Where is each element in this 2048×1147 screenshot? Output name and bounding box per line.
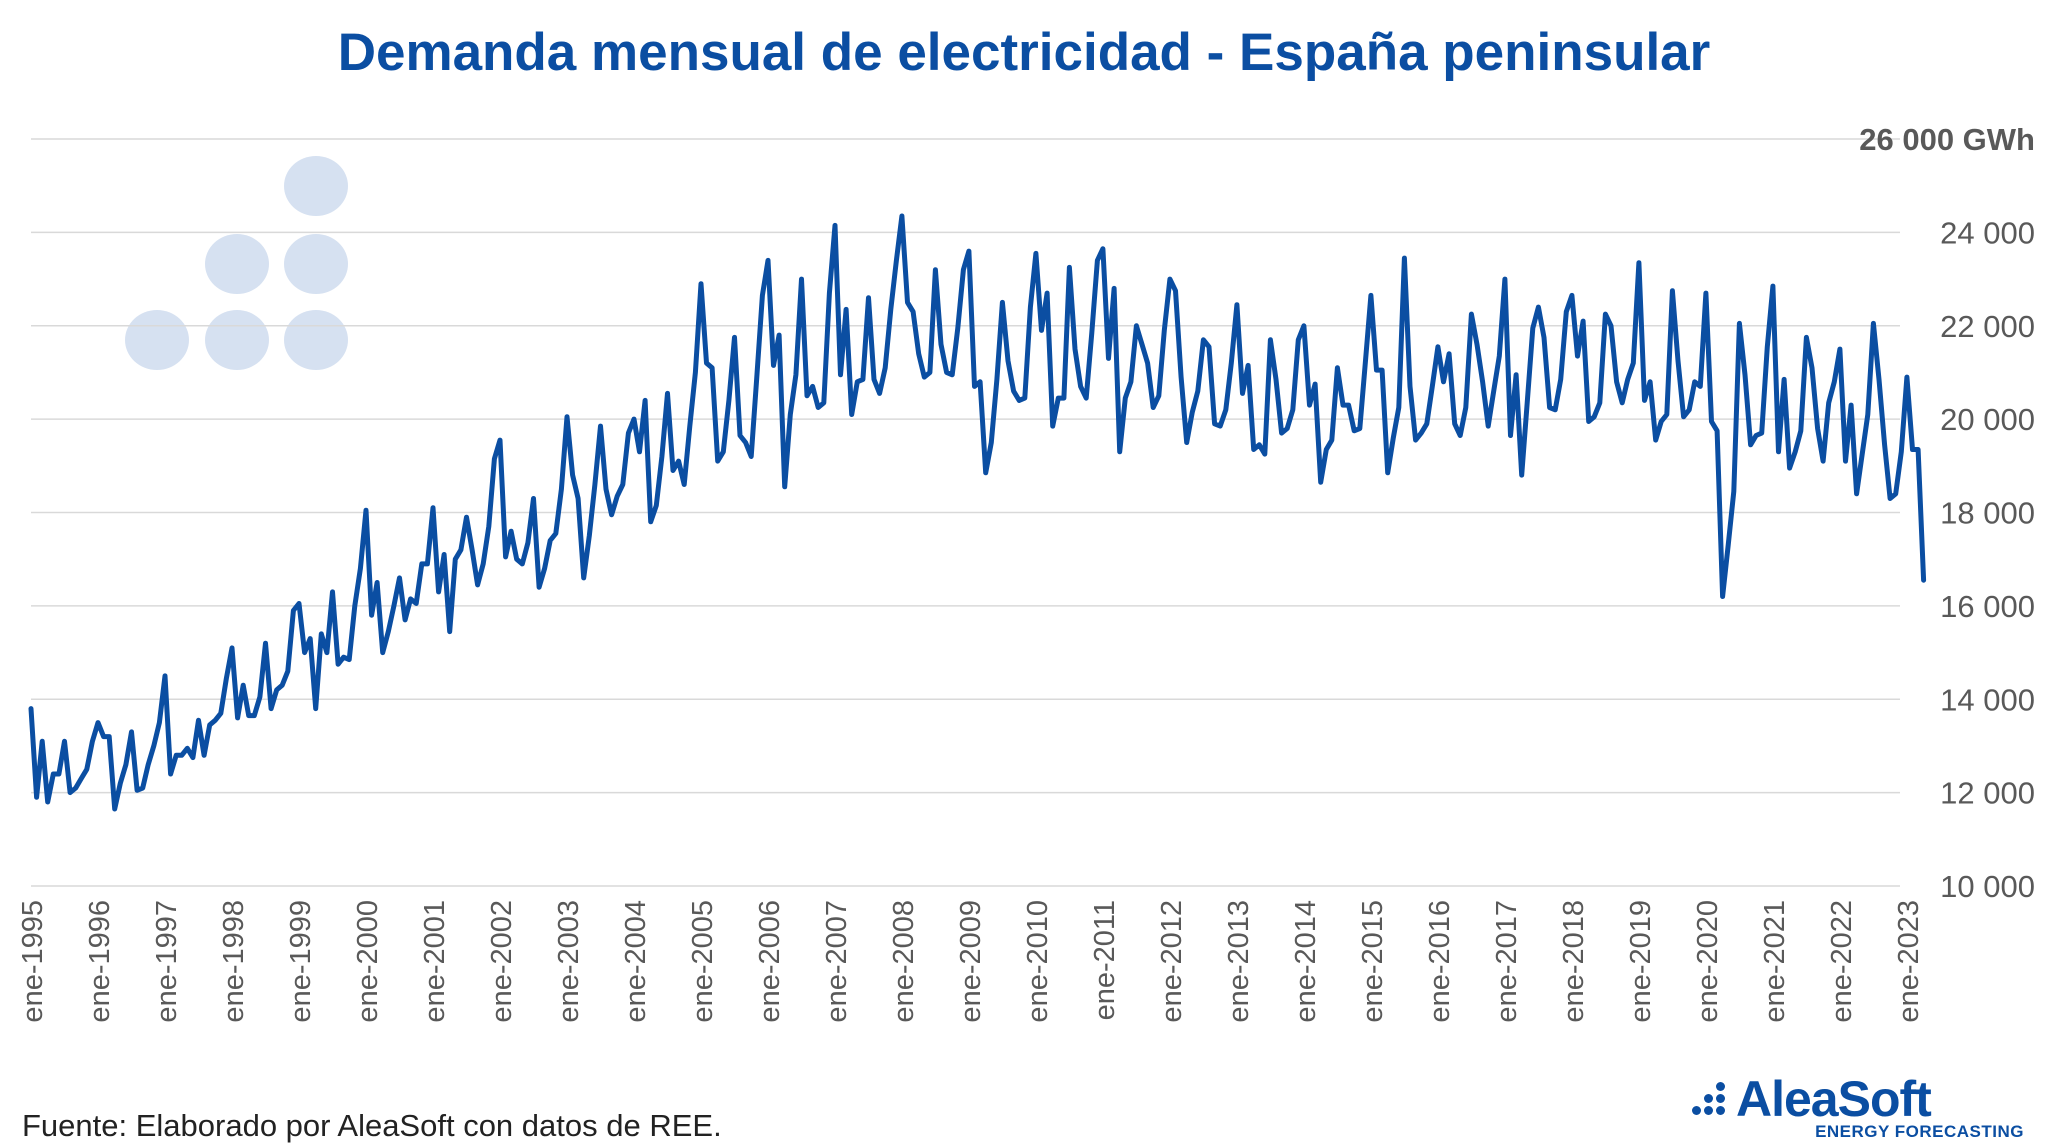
watermark-dot-2: [284, 234, 348, 294]
x-tick-label: ene-2009: [955, 900, 987, 1023]
x-tick-label: ene-2023: [1893, 900, 1925, 1023]
y-tick-label: 22 000: [1940, 309, 2035, 344]
watermark-dot-1: [205, 234, 269, 294]
x-axis-ticks: ene-1995 ene-1996 ene-1997 ene-1998 ene-1999…: [17, 900, 1925, 1023]
y-tick-label: 10 000: [1940, 869, 2035, 904]
x-tick-label: ene-2003: [553, 900, 585, 1023]
x-tick-label: ene-2019: [1625, 900, 1657, 1023]
y-tick-label: 24 000: [1940, 215, 2035, 250]
x-tick-label: ene-2004: [620, 900, 652, 1023]
watermark-dot-0: [284, 156, 348, 216]
chart-title: Demanda mensual de electricidad - España…: [337, 23, 1711, 82]
x-tick-label: ene-2000: [352, 900, 384, 1023]
watermark-dot-5: [284, 310, 348, 370]
x-tick-label: ene-1999: [285, 900, 317, 1023]
x-tick-label: ene-2010: [1022, 900, 1054, 1023]
x-tick-label: ene-2007: [821, 900, 853, 1023]
x-tick-label: ene-2017: [1491, 900, 1523, 1023]
gridlines: [31, 138, 1900, 887]
series-group: [28, 213, 1927, 812]
x-tick-label: ene-2011: [1089, 900, 1121, 1020]
x-tick-label: ene-2006: [754, 900, 786, 1023]
x-tick-label: ene-2021: [1759, 900, 1791, 1023]
x-tick-label: ene-2022: [1826, 900, 1858, 1023]
watermark-dot-4: [205, 310, 269, 370]
x-tick-label: ene-2016: [1424, 900, 1456, 1023]
x-tick-label: ene-2005: [687, 900, 719, 1023]
logo-name: AleaSoft: [1736, 1071, 1932, 1127]
series-line-0: [28, 213, 1927, 812]
source-note: Fuente: Elaborado por AleaSoft con datos…: [22, 1108, 722, 1143]
y-tick-label: 20 000: [1940, 402, 2035, 437]
y-tick-label: 12 000: [1940, 776, 2035, 811]
x-tick-label: ene-2008: [888, 900, 920, 1023]
y-tick-label: 14 000: [1940, 682, 2035, 717]
x-tick-label: ene-1995: [17, 900, 49, 1023]
x-tick-label: ene-1997: [151, 900, 183, 1023]
aleasoft-logo: AleaSoft ENERGY FORECASTING: [1684, 1068, 2034, 1141]
logo-tagline: ENERGY FORECASTING: [1815, 1122, 2024, 1141]
x-tick-label: ene-2020: [1692, 900, 1724, 1023]
watermark-logo: [125, 156, 348, 370]
x-tick-label: ene-1998: [218, 900, 250, 1023]
y-axis-ticks: 10 000 12 000 14 000 16 000 18 000 20 000 22 0…: [1859, 122, 2035, 904]
x-tick-label: ene-2002: [486, 900, 518, 1023]
watermark-dot-3: [125, 310, 189, 370]
x-tick-label: ene-2013: [1223, 900, 1255, 1023]
x-tick-label: ene-2015: [1357, 900, 1389, 1023]
x-tick-label: ene-1996: [84, 900, 116, 1023]
y-tick-label: 16 000: [1940, 589, 2035, 624]
logo-dots-icon: [1684, 1082, 1732, 1126]
x-tick-label: ene-2001: [419, 900, 451, 1023]
x-tick-label: ene-2012: [1156, 900, 1188, 1023]
x-tick-label: ene-2014: [1290, 900, 1322, 1023]
x-tick-label: ene-2018: [1558, 900, 1590, 1023]
y-tick-label: 26 000 GWh: [1859, 122, 2035, 157]
y-tick-label: 18 000: [1940, 496, 2035, 531]
